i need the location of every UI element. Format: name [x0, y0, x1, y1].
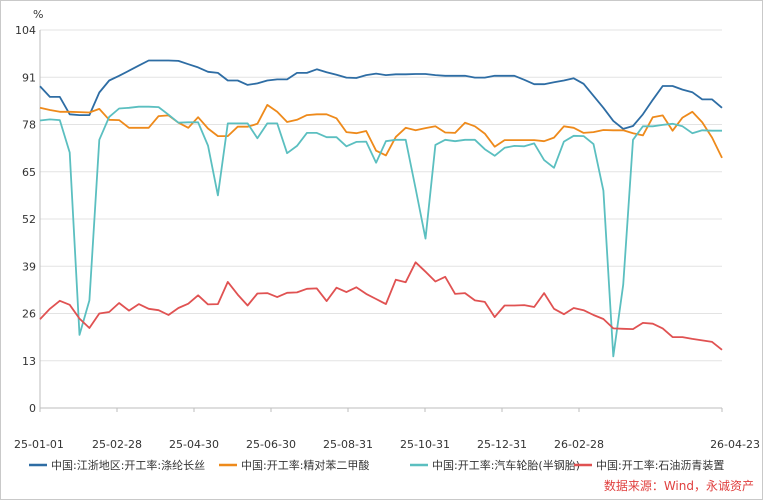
y-tick-label: 104 — [15, 24, 36, 37]
legend: 中国:江浙地区:开工率:涤纶长丝 中国:开工率:精对苯二甲酸 中国:开工率:汽车轮胎… — [29, 458, 724, 472]
series-line-3 — [39, 105, 722, 358]
legend-label: 中国:开工率:汽车轮胎(半钢胎) — [432, 458, 580, 472]
y-tick-label: 91 — [22, 71, 36, 84]
y-tick-label: 0 — [29, 402, 36, 415]
x-axis: 25-01-01 25-02-28 25-04-30 25-06-30 25-08-31… — [14, 407, 760, 451]
x-tick-label: 25-01-01 — [14, 438, 64, 451]
series-line-1 — [39, 59, 723, 130]
x-tick-label: 25-02-28 — [92, 438, 142, 451]
legend-label: 中国:开工率:石油沥青装置 — [596, 458, 724, 472]
x-tick-label: 25-06-30 — [246, 438, 296, 451]
series-line-4 — [39, 261, 723, 351]
x-tick-label: 25-12-31 — [477, 438, 527, 451]
data-source-note: 数据来源：Wind，永诚资产 — [604, 478, 754, 493]
legend-label: 中国:开工率:精对苯二甲酸 — [241, 458, 369, 472]
y-tick-label: 26 — [22, 308, 36, 321]
x-tick-label: 25-04-30 — [169, 438, 219, 451]
gridlines — [40, 29, 722, 409]
x-tick-label: 25-10-31 — [400, 438, 450, 451]
y-tick-label: 65 — [22, 166, 36, 179]
y-tick-label: 52 — [22, 213, 36, 226]
y-axis: 104 91 78 65 52 39 26 13 0 — [15, 24, 41, 415]
legend-label: 中国:江浙地区:开工率:涤纶长丝 — [51, 458, 205, 472]
x-tick-label: 26-04-23 — [710, 438, 760, 451]
y-tick-label: 78 — [22, 119, 36, 132]
y-tick-label: 39 — [22, 260, 36, 273]
series-lines — [39, 59, 723, 358]
x-tick-label: 25-08-31 — [323, 438, 373, 451]
y-axis-unit: % — [33, 8, 43, 21]
x-tick-label: 26-02-28 — [554, 438, 604, 451]
y-tick-label: 13 — [22, 355, 36, 368]
